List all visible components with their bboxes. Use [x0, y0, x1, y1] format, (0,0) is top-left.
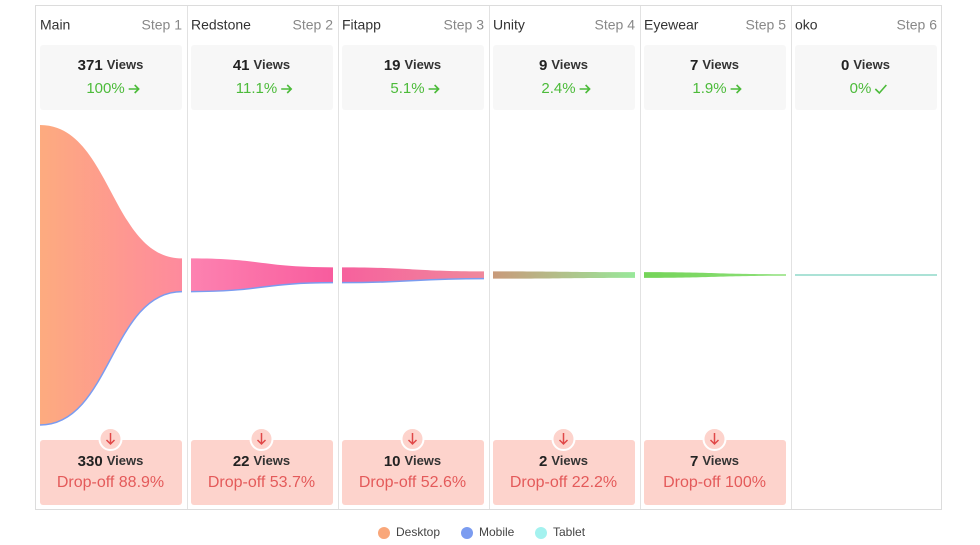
dropoff-label: Drop-off 53.7%: [208, 474, 315, 491]
arrow-icon: [579, 84, 591, 94]
views-unit: Views: [107, 453, 144, 468]
dropoff-card: [493, 440, 635, 505]
step-label: Step 1: [142, 17, 183, 33]
chart-frame: [35, 5, 942, 510]
legend-swatch: [535, 527, 547, 539]
dropoff-number: 22: [233, 453, 250, 470]
dropoff-count: 22 Views: [233, 453, 290, 470]
dropoff-card: [40, 440, 182, 505]
flow-edge: [190, 281, 334, 293]
dropoff-number: 330: [78, 453, 103, 470]
views-unit: Views: [107, 57, 144, 72]
dropoff-count: 7 Views: [690, 453, 739, 470]
step-label: Step 5: [746, 17, 787, 33]
step-name: Fitapp: [342, 17, 381, 33]
conversion-label: 11.1%: [236, 80, 277, 97]
dropoff-label: Drop-off 100%: [663, 474, 766, 491]
dropoff-count: 330 Views: [78, 453, 144, 470]
step-name: Redstone: [191, 17, 251, 33]
views-card: [40, 45, 182, 110]
legend-item: Tablet: [535, 525, 586, 539]
arrow-icon: [281, 84, 293, 94]
views-card: [191, 45, 333, 110]
dropoff-arrow: [558, 433, 569, 446]
views-card: [795, 45, 937, 110]
legend-label: Desktop: [396, 525, 440, 539]
views-card: [644, 45, 786, 110]
step-label: Step 3: [444, 17, 485, 33]
flow-edge: [341, 277, 485, 284]
legend-label: Mobile: [479, 525, 515, 539]
flow-band: [644, 272, 786, 278]
dropoff-number: 10: [384, 453, 401, 470]
views-unit: Views: [405, 57, 442, 72]
views-count: 19 Views: [384, 57, 441, 74]
dropoff-arrow: [105, 433, 116, 446]
check-icon: [874, 84, 887, 95]
views-unit: Views: [405, 453, 442, 468]
conversion-label: 100%: [86, 80, 124, 97]
legend-swatch: [461, 527, 473, 539]
views-number: 371: [78, 57, 103, 74]
views-unit: Views: [853, 57, 890, 72]
dropoff-number: 2: [539, 453, 547, 470]
dropoff-arrow: [256, 433, 267, 446]
step-name: Unity: [493, 17, 525, 33]
legend-swatch: [378, 527, 390, 539]
views-count: 0 Views: [841, 57, 890, 74]
step-name: oko: [795, 17, 818, 33]
dropoff-count: 10 Views: [384, 453, 441, 470]
views-count: 7 Views: [690, 57, 739, 74]
views-number: 0: [841, 57, 849, 74]
step-label: Step 4: [595, 17, 636, 33]
dropoff-arrow: [407, 433, 418, 446]
flow-band: [40, 125, 182, 425]
views-number: 41: [233, 57, 250, 74]
dropoff-count: 2 Views: [539, 453, 588, 470]
step-name: Eyewear: [644, 17, 699, 33]
step-label: Step 6: [897, 17, 938, 33]
conversion-label: 1.9%: [692, 80, 726, 97]
conversion-label: 0%: [850, 80, 872, 97]
flow-band: [493, 271, 635, 279]
views-count: 41 Views: [233, 57, 290, 74]
step-name: Main: [40, 17, 70, 33]
views-number: 7: [690, 57, 698, 74]
dropoff-card: [342, 440, 484, 505]
views-count: 371 Views: [78, 57, 144, 74]
arrow-icon: [730, 84, 742, 94]
dropoff-number: 7: [690, 453, 698, 470]
views-unit: Views: [254, 453, 291, 468]
views-unit: Views: [551, 57, 588, 72]
dropoff-card: [644, 440, 786, 505]
arrow-icon: [428, 84, 440, 94]
legend-item: Mobile: [461, 525, 515, 539]
conversion-label: 5.1%: [390, 80, 424, 97]
dropoff-label: Drop-off 52.6%: [359, 474, 466, 491]
views-unit: Views: [702, 453, 739, 468]
step-label: Step 2: [293, 17, 334, 33]
views-unit: Views: [551, 453, 588, 468]
views-card: [342, 45, 484, 110]
arrow-icon: [128, 84, 140, 94]
flow-edge: [39, 290, 183, 426]
dropoff-label: Drop-off 22.2%: [510, 474, 617, 491]
views-unit: Views: [702, 57, 739, 72]
legend-item: Desktop: [378, 525, 440, 539]
views-card: [493, 45, 635, 110]
dropoff-label: Drop-off 88.9%: [57, 474, 164, 491]
views-number: 19: [384, 57, 401, 74]
legend-label: Tablet: [553, 525, 586, 539]
dropoff-card: [191, 440, 333, 505]
conversion-label: 2.4%: [541, 80, 575, 97]
views-unit: Views: [254, 57, 291, 72]
views-count: 9 Views: [539, 57, 588, 74]
views-number: 9: [539, 57, 547, 74]
flow-band: [795, 274, 937, 276]
dropoff-arrow: [709, 433, 720, 446]
